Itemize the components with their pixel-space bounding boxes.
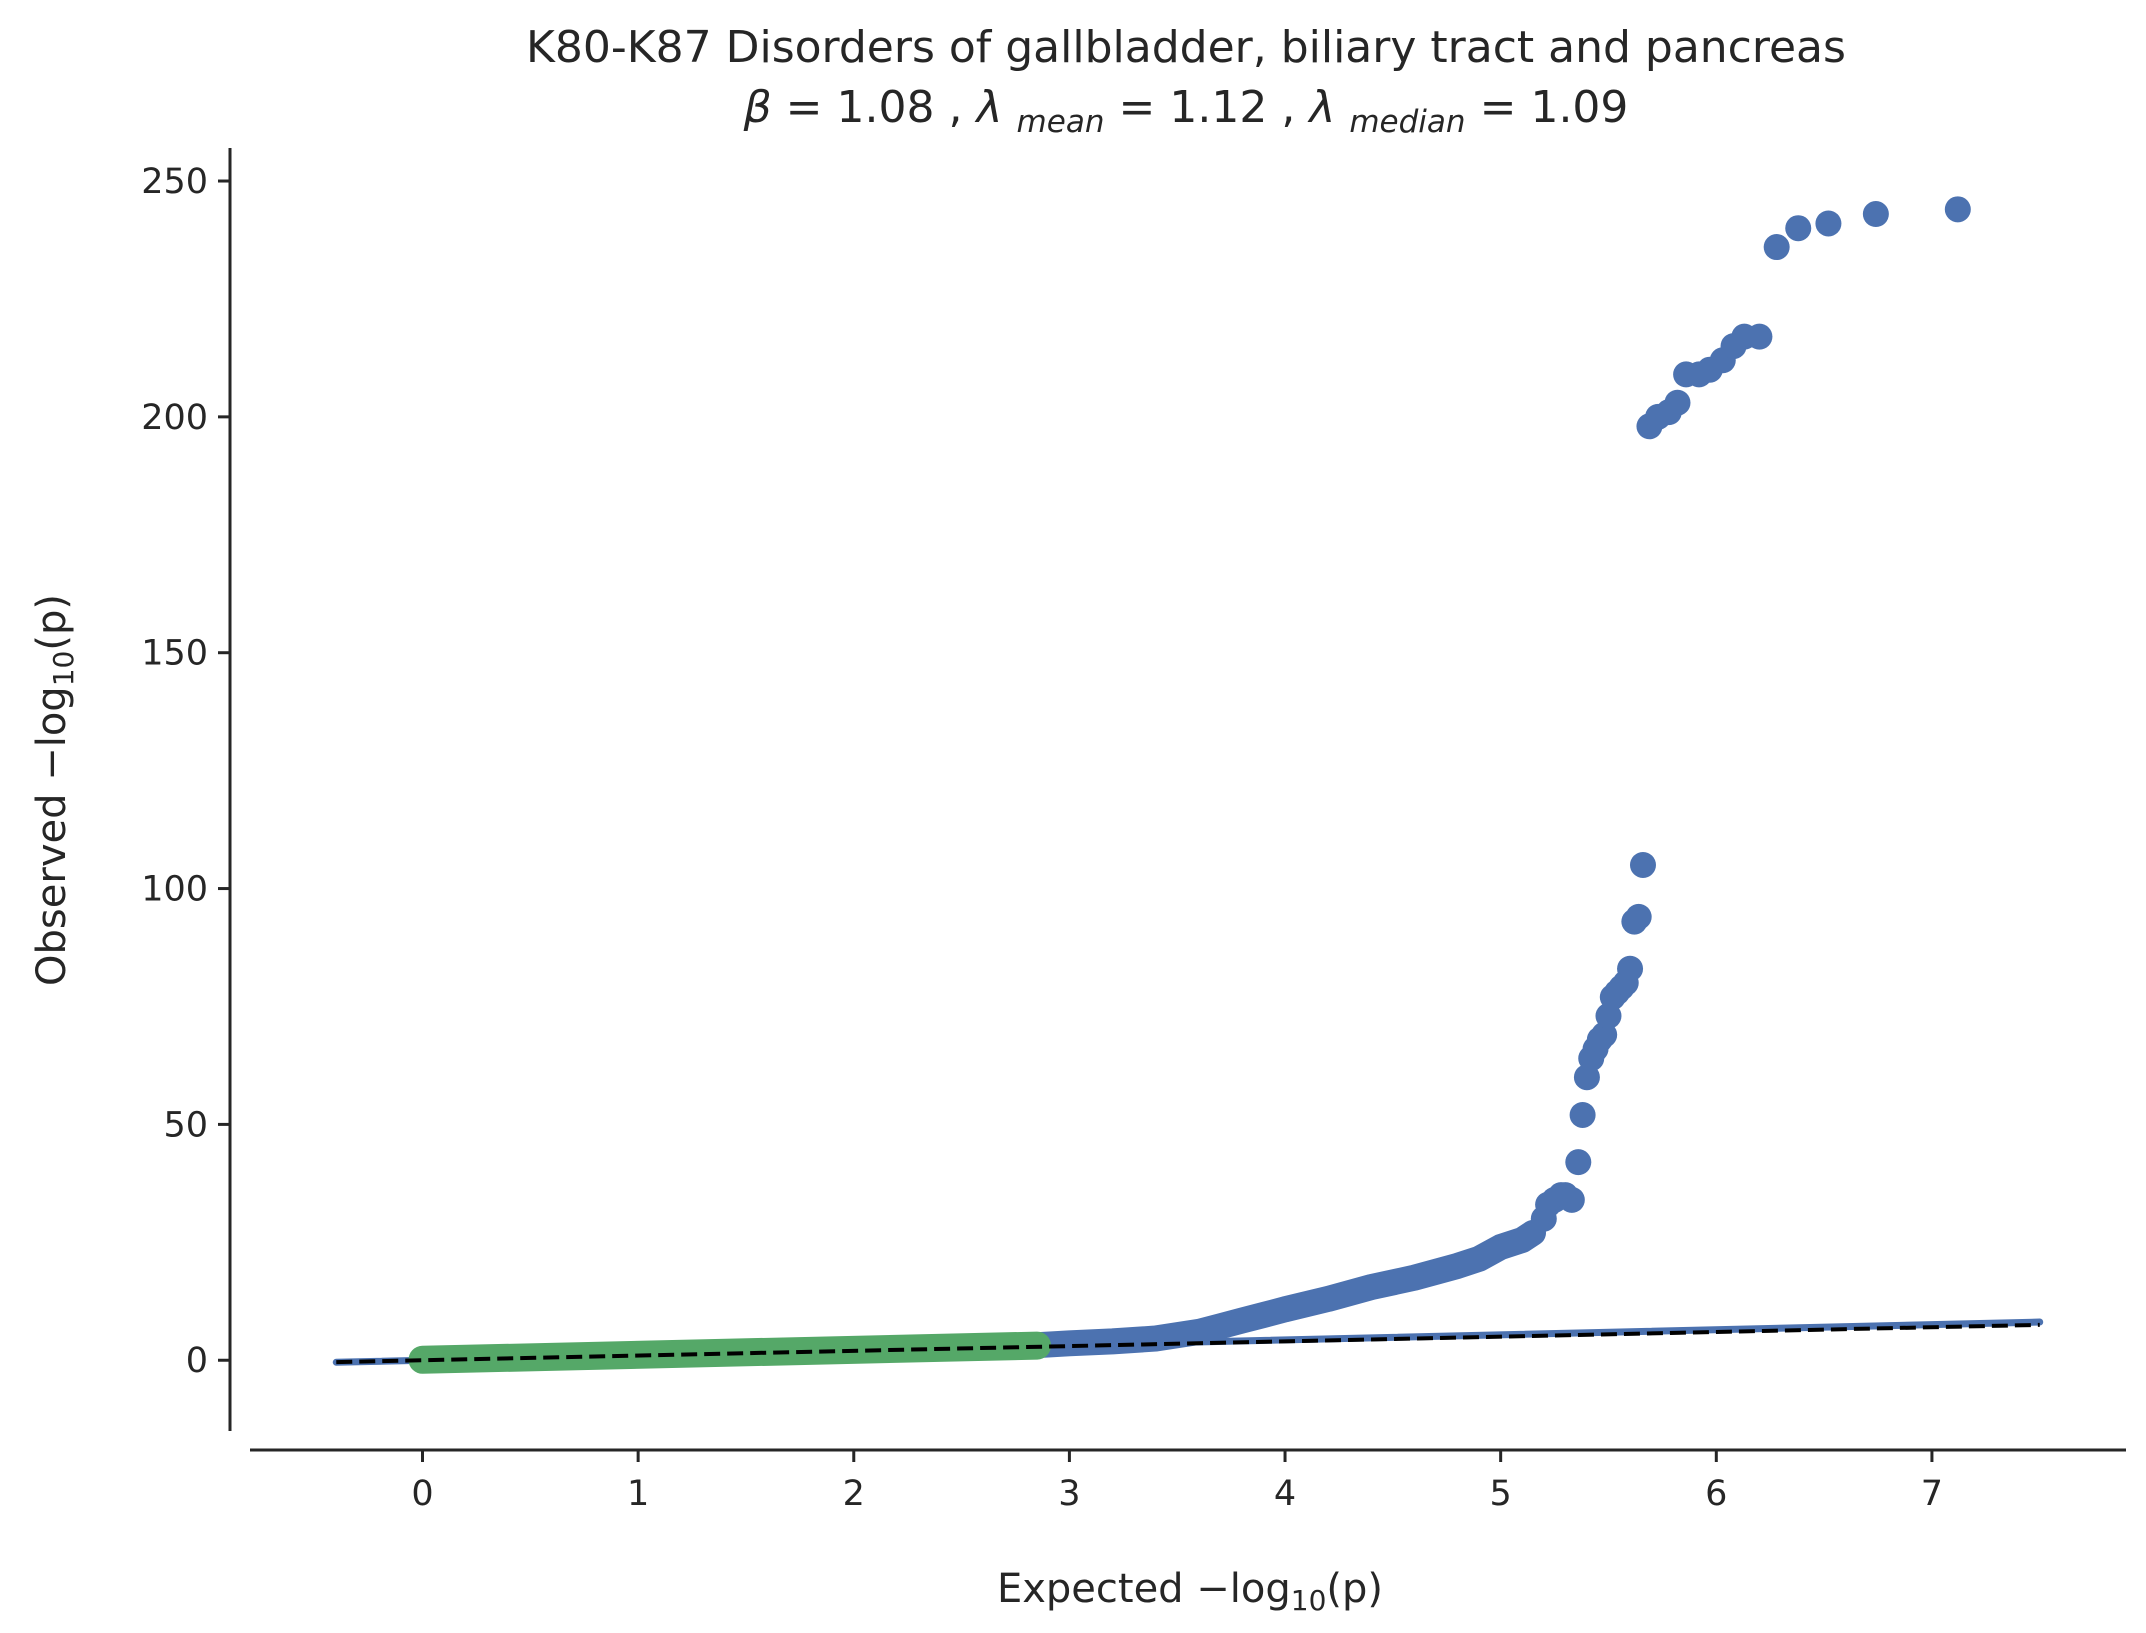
- x-tick-label: 2: [843, 1474, 865, 1514]
- data-point: [1785, 215, 1812, 242]
- y-tick-label: 200: [141, 398, 208, 438]
- lambda-median-value: 1.09: [1530, 82, 1628, 133]
- data-point: [1944, 196, 1971, 223]
- y-axis: 0 50 100 150 200 250: [141, 148, 232, 1431]
- data-point: [1617, 955, 1644, 982]
- data-point: [1664, 389, 1691, 416]
- data-point: [1558, 1186, 1585, 1213]
- reference-line: [336, 1322, 2040, 1365]
- x-tick-label: 4: [1274, 1474, 1296, 1514]
- x-tick-label: 1: [627, 1474, 649, 1514]
- separator-2: ,: [1281, 82, 1295, 133]
- y-tick-label: 0: [186, 1341, 208, 1381]
- plot-area: [332, 196, 2044, 1374]
- data-point: [1629, 851, 1656, 878]
- y-tick-label: 100: [141, 870, 208, 910]
- beta-symbol: β: [743, 82, 772, 133]
- x-tick-label: 6: [1705, 1474, 1727, 1514]
- y-tick-label: 250: [141, 162, 208, 202]
- beta-value: 1.08: [837, 82, 935, 133]
- separator-1: ,: [949, 82, 963, 133]
- data-point: [1862, 201, 1889, 228]
- lambda-mean-equals: =: [1118, 82, 1155, 133]
- data-point: [1565, 1149, 1592, 1176]
- y-tick-label: 50: [163, 1105, 208, 1145]
- data-point: [1625, 903, 1652, 930]
- beta-equals: =: [786, 82, 823, 133]
- data-point: [1763, 234, 1790, 261]
- lambda-median-symbol: λ: [1307, 82, 1335, 133]
- y-axis-label: Observed −log10(p): [29, 594, 80, 986]
- data-point: [1569, 1101, 1596, 1128]
- x-axis: 0 1 2 3 4 5 6 7: [250, 1448, 2126, 1514]
- data-point: [1746, 323, 1773, 350]
- x-tick-label: 5: [1490, 1474, 1512, 1514]
- data-point: [1815, 210, 1842, 237]
- x-tick-label: 3: [1058, 1474, 1080, 1514]
- lambda-mean-symbol: λ: [975, 82, 1003, 133]
- lambda-mean-value: 1.12: [1169, 82, 1267, 133]
- lambda-median-subscript: median: [1349, 104, 1465, 140]
- x-tick-label: 7: [1921, 1474, 1943, 1514]
- y-tick-label: 150: [141, 634, 208, 674]
- blue-points-band: [1024, 1219, 1546, 1359]
- x-tick-label: 0: [411, 1474, 433, 1514]
- chart-subtitle: β = 1.08 , λ mean = 1.12 , λ median = 1.…: [743, 82, 1629, 143]
- chart-title: K80-K87 Disorders of gallbladder, biliar…: [526, 22, 1846, 73]
- lambda-mean-subscript: mean: [1017, 104, 1105, 140]
- x-axis-label: Expected −log10(p): [997, 1566, 1383, 1617]
- lambda-median-equals: =: [1480, 82, 1517, 133]
